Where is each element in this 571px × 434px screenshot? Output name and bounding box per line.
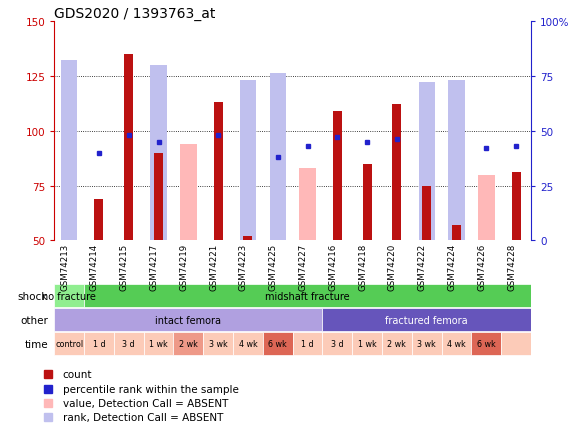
Text: GSM74219: GSM74219 [179, 243, 188, 290]
Text: GSM74224: GSM74224 [448, 243, 457, 290]
Text: GDS2020 / 1393763_at: GDS2020 / 1393763_at [54, 7, 216, 21]
Bar [240, 81, 256, 241]
Text: count: count [63, 369, 93, 379]
Bar [203, 332, 233, 355]
Text: 3 d: 3 d [331, 339, 344, 349]
Bar [299, 168, 316, 241]
Bar [270, 184, 286, 241]
Bar [84, 332, 114, 355]
Text: GSM74216: GSM74216 [328, 243, 337, 290]
Text: GSM74223: GSM74223 [239, 243, 248, 290]
Bar [174, 332, 203, 355]
Text: GSM74227: GSM74227 [299, 243, 308, 290]
Text: other: other [21, 315, 49, 325]
Bar [243, 237, 252, 241]
Text: shock: shock [18, 291, 49, 301]
Text: value, Detection Call = ABSENT: value, Detection Call = ABSENT [63, 398, 228, 408]
Bar [412, 332, 441, 355]
Text: GSM74225: GSM74225 [269, 243, 278, 290]
Text: GSM74217: GSM74217 [150, 243, 159, 290]
Text: rank, Detection Call = ABSENT: rank, Detection Call = ABSENT [63, 412, 223, 422]
Text: GSM74228: GSM74228 [507, 243, 516, 290]
Text: 4 wk: 4 wk [447, 339, 466, 349]
Bar [501, 332, 531, 355]
Bar [448, 81, 465, 241]
Bar [382, 332, 412, 355]
Bar [419, 83, 435, 241]
Bar [61, 166, 77, 241]
Bar [154, 153, 163, 241]
Bar [263, 332, 292, 355]
Bar [363, 164, 372, 241]
Text: GSM74213: GSM74213 [60, 243, 69, 290]
Text: 3 wk: 3 wk [209, 339, 227, 349]
Bar [54, 309, 323, 332]
Bar [452, 226, 461, 241]
Text: GSM74218: GSM74218 [358, 243, 367, 290]
Bar [323, 309, 531, 332]
Bar [54, 332, 84, 355]
Bar [94, 199, 103, 241]
Text: GSM74221: GSM74221 [209, 243, 218, 290]
Text: time: time [25, 339, 49, 349]
Text: midshaft fracture: midshaft fracture [265, 291, 350, 301]
Bar [423, 186, 431, 241]
Bar [233, 332, 263, 355]
Text: fractured femora: fractured femora [385, 315, 468, 325]
Bar [392, 105, 401, 241]
Bar [292, 332, 323, 355]
Text: GSM74215: GSM74215 [120, 243, 128, 290]
Bar [270, 74, 286, 241]
Bar [441, 332, 472, 355]
Text: 1 wk: 1 wk [358, 339, 376, 349]
Bar [124, 55, 133, 241]
Bar [472, 332, 501, 355]
Text: 2 wk: 2 wk [388, 339, 407, 349]
Bar [54, 285, 84, 308]
Bar [61, 61, 77, 241]
Text: 1 d: 1 d [301, 339, 314, 349]
Text: GSM74220: GSM74220 [388, 243, 397, 290]
Bar [214, 103, 223, 241]
Text: GSM74214: GSM74214 [90, 243, 99, 290]
Bar [180, 145, 196, 241]
Text: 3 d: 3 d [122, 339, 135, 349]
Text: percentile rank within the sample: percentile rank within the sample [63, 384, 239, 394]
Text: 4 wk: 4 wk [239, 339, 258, 349]
Bar [114, 332, 144, 355]
Text: 6 wk: 6 wk [477, 339, 496, 349]
Text: GSM74222: GSM74222 [418, 243, 427, 290]
Text: 6 wk: 6 wk [268, 339, 287, 349]
Text: GSM74226: GSM74226 [477, 243, 486, 290]
Text: 3 wk: 3 wk [417, 339, 436, 349]
Bar [512, 173, 521, 241]
Text: no fracture: no fracture [42, 291, 96, 301]
Bar [352, 332, 382, 355]
Bar [323, 332, 352, 355]
Text: control: control [55, 339, 83, 349]
Text: 1 d: 1 d [93, 339, 105, 349]
Bar [333, 112, 342, 241]
Text: 2 wk: 2 wk [179, 339, 198, 349]
Bar [478, 175, 494, 241]
Bar [150, 66, 167, 241]
Bar [144, 332, 174, 355]
Text: intact femora: intact femora [155, 315, 222, 325]
Text: 1 wk: 1 wk [149, 339, 168, 349]
